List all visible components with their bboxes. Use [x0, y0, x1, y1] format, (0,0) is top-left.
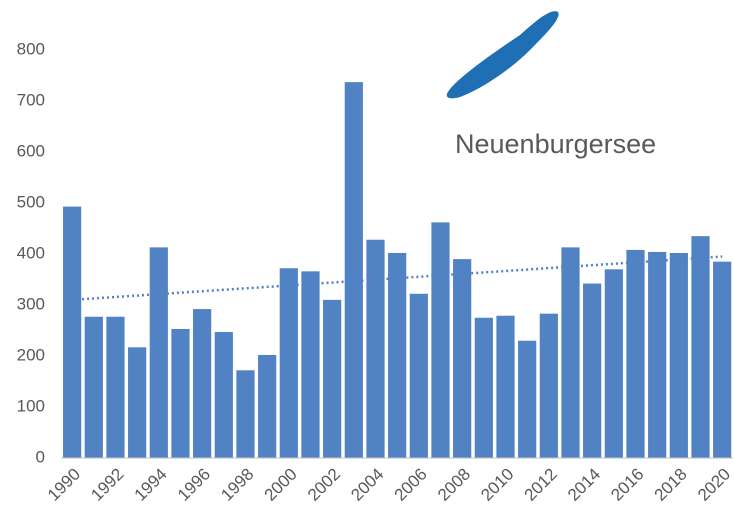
bar: [193, 309, 212, 458]
x-tick-label: 2020: [694, 465, 734, 505]
bar: [409, 293, 428, 458]
bar: [301, 271, 320, 458]
bar: [496, 315, 515, 458]
y-tick-label: 800: [17, 39, 45, 58]
x-tick-label: 1998: [217, 465, 257, 505]
x-tick-label: 2008: [434, 465, 474, 505]
bar: [106, 316, 125, 458]
bar: [63, 206, 82, 458]
y-tick-label: 400: [17, 243, 45, 262]
bar: [583, 283, 602, 458]
bar: [279, 268, 298, 458]
bar: [128, 347, 147, 458]
y-tick-label: 200: [17, 345, 45, 364]
bar: [691, 236, 710, 458]
bar: [431, 222, 450, 458]
y-tick-label: 100: [17, 396, 45, 415]
x-tick-label: 1992: [87, 465, 127, 505]
x-tick-label: 1994: [131, 465, 171, 505]
bar: [366, 239, 385, 458]
x-tick-label: 2002: [304, 465, 344, 505]
x-tick-label: 2016: [607, 465, 647, 505]
x-tick-label: 2006: [391, 465, 431, 505]
x-tick-label: 2010: [477, 465, 517, 505]
y-tick-label: 0: [36, 447, 45, 466]
x-tick-label: 2004: [347, 465, 387, 505]
lake-map: [446, 11, 559, 99]
bar: [214, 332, 233, 458]
bar: [149, 247, 168, 458]
x-tick-label: 2012: [521, 465, 561, 505]
bar: [713, 261, 732, 458]
y-tick-label: 300: [17, 294, 45, 313]
bar: [539, 313, 558, 458]
bar: [669, 252, 688, 458]
bar: [344, 82, 363, 458]
bar: [84, 316, 103, 458]
bar: [388, 252, 407, 458]
bar: [518, 340, 537, 458]
x-tick-label: 2014: [564, 465, 604, 505]
trendline: [72, 255, 723, 302]
y-tick-label: 500: [17, 192, 45, 211]
bar: [626, 249, 645, 458]
bar: [561, 247, 580, 458]
chart-title: Neuenburgersee: [455, 129, 656, 159]
x-tick-label: 1996: [174, 465, 214, 505]
bar: [258, 354, 277, 458]
x-tick-label: 2018: [651, 465, 691, 505]
bar: [236, 370, 255, 458]
x-tick-label: 1990: [44, 465, 84, 505]
bar: [648, 251, 667, 458]
bar: [474, 317, 493, 458]
lake-shape: [446, 11, 559, 99]
x-tick-label: 2000: [261, 465, 301, 505]
y-tick-label: 600: [17, 141, 45, 160]
bar: [171, 328, 190, 458]
bar: [453, 259, 472, 458]
y-tick-label: 700: [17, 90, 45, 109]
bar: [604, 269, 623, 458]
bar: [323, 299, 342, 458]
